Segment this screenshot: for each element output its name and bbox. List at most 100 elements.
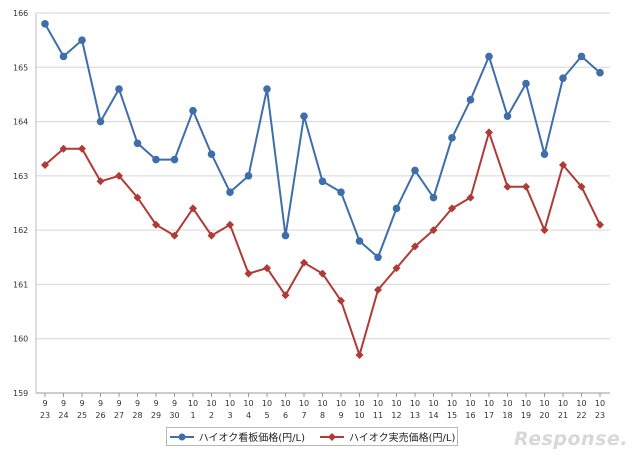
x-tick-label-day: 23 bbox=[595, 411, 605, 420]
legend-label-signboard-price: ハイオク看板価格(円/L) bbox=[198, 433, 305, 444]
point-actual-price-0 bbox=[41, 161, 49, 169]
point-actual-price-13 bbox=[281, 291, 290, 300]
x-tick-label-month: 10 bbox=[188, 399, 198, 408]
point-signboard-price-2 bbox=[78, 36, 86, 44]
series-line-0 bbox=[44, 23, 601, 259]
point-signboard-price-0 bbox=[41, 20, 49, 28]
gridlines bbox=[35, 12, 610, 394]
x-tick-label-month: 10 bbox=[391, 399, 401, 408]
legend-circle-marker-icon bbox=[169, 433, 194, 440]
x-tick-label-day: 28 bbox=[132, 411, 142, 420]
point-actual-price-22 bbox=[448, 204, 456, 213]
x-tick-label-day: 19 bbox=[521, 411, 531, 420]
x-tick-label-month: 10 bbox=[410, 399, 420, 408]
x-tick-label-day: 9 bbox=[338, 411, 343, 420]
x-tick-label-day: 23 bbox=[40, 411, 50, 420]
point-actual-price-3 bbox=[96, 177, 105, 186]
x-tick-label-day: 21 bbox=[558, 411, 568, 420]
point-actual-price-16 bbox=[337, 296, 345, 305]
x-tick-label-day: 5 bbox=[264, 411, 269, 420]
x-tick-label-month: 10 bbox=[539, 399, 549, 408]
point-actual-price-21 bbox=[429, 226, 438, 235]
point-actual-price-8 bbox=[189, 204, 197, 213]
point-signboard-price-3 bbox=[96, 117, 105, 126]
point-actual-price-7 bbox=[170, 231, 179, 240]
point-signboard-price-12 bbox=[263, 85, 271, 93]
x-tick-label-month: 9 bbox=[61, 399, 66, 408]
point-signboard-price-29 bbox=[577, 52, 586, 61]
point-signboard-price-15 bbox=[318, 177, 327, 186]
point-actual-price-4 bbox=[115, 171, 123, 180]
x-tick-label-month: 10 bbox=[373, 399, 383, 408]
x-tick-label-day: 13 bbox=[410, 411, 420, 420]
x-tick-label-month: 10 bbox=[262, 399, 272, 408]
point-signboard-price-4 bbox=[115, 85, 123, 93]
point-actual-price-2 bbox=[78, 144, 86, 153]
x-tick-label-month: 10 bbox=[354, 399, 364, 408]
point-signboard-price-10 bbox=[226, 188, 234, 196]
point-actual-price-9 bbox=[207, 231, 216, 240]
x-tick-label-day: 20 bbox=[539, 411, 549, 420]
x-tick-label-day: 8 bbox=[320, 411, 325, 420]
point-signboard-price-25 bbox=[503, 112, 512, 120]
point-actual-price-1 bbox=[59, 144, 68, 153]
x-tick-label-month: 10 bbox=[447, 399, 457, 408]
y-tick-label-161: 161 bbox=[13, 280, 28, 289]
x-tick-label-month: 9 bbox=[172, 399, 177, 408]
legend-item-actual-price: ハイオク実売価格(円/L) bbox=[319, 429, 455, 444]
point-signboard-price-18 bbox=[374, 253, 382, 262]
point-actual-price-29 bbox=[577, 182, 586, 191]
x-tick-label-day: 17 bbox=[484, 411, 494, 420]
x-tick-label-month: 10 bbox=[502, 399, 512, 408]
point-signboard-price-11 bbox=[244, 172, 253, 180]
legend: ハイオク看板価格(円/L) ハイオク実売価格(円/L) bbox=[166, 427, 458, 446]
point-actual-price-26 bbox=[522, 182, 530, 191]
x-tick-label-day: 1 bbox=[190, 411, 195, 420]
point-signboard-price-14 bbox=[300, 112, 308, 120]
point-signboard-price-19 bbox=[392, 204, 401, 213]
x-tick-label-day: 18 bbox=[502, 411, 512, 420]
series-line-1 bbox=[44, 131, 601, 356]
x-tick-label-month: 10 bbox=[558, 399, 568, 408]
point-signboard-price-13 bbox=[281, 231, 290, 240]
point-signboard-price-8 bbox=[189, 106, 197, 115]
point-actual-price-18 bbox=[374, 285, 382, 294]
y-tick-label-162: 162 bbox=[13, 226, 28, 235]
x-tick-label-day: 16 bbox=[465, 411, 475, 420]
x-tick-label-month: 10 bbox=[428, 399, 438, 408]
x-tick-label-month: 10 bbox=[243, 399, 253, 408]
x-tick-label-month: 10 bbox=[595, 399, 605, 408]
legend-item-signboard-price: ハイオク看板価格(円/L) bbox=[169, 429, 305, 444]
x-tick-label-day: 3 bbox=[227, 411, 232, 420]
x-tick-label-month: 10 bbox=[299, 399, 309, 408]
x-tick-label-day: 12 bbox=[391, 411, 401, 420]
point-signboard-price-7 bbox=[170, 155, 179, 164]
x-tick-label-day: 7 bbox=[301, 411, 306, 420]
point-signboard-price-5 bbox=[133, 139, 142, 148]
y-tick-label-164: 164 bbox=[13, 118, 28, 127]
y-tick-label-159: 159 bbox=[13, 389, 28, 398]
point-actual-price-12 bbox=[263, 264, 271, 273]
point-signboard-price-27 bbox=[540, 150, 549, 158]
point-actual-price-5 bbox=[133, 193, 142, 202]
x-tick-label-month: 10 bbox=[336, 399, 346, 408]
x-tick-label-month: 9 bbox=[79, 399, 84, 408]
point-signboard-price-23 bbox=[466, 96, 475, 104]
point-actual-price-24 bbox=[485, 128, 493, 137]
y-tick-label-160: 160 bbox=[13, 335, 28, 344]
y-tick-label-163: 163 bbox=[13, 172, 28, 181]
x-tick-label-month: 9 bbox=[116, 399, 121, 408]
point-signboard-price-28 bbox=[559, 74, 567, 82]
point-signboard-price-1 bbox=[59, 52, 68, 61]
legend-diamond-marker-icon bbox=[320, 432, 344, 441]
point-signboard-price-16 bbox=[337, 188, 345, 196]
y-axis: 159 160 161 162 163 164 165 166 bbox=[13, 9, 28, 398]
x-tick-label-day: 29 bbox=[151, 411, 161, 420]
x-tick-label-day: 2 bbox=[209, 411, 214, 420]
point-actual-price-23 bbox=[466, 193, 475, 202]
point-actual-price-17 bbox=[355, 351, 364, 359]
point-actual-price-30 bbox=[596, 220, 604, 229]
point-actual-price-25 bbox=[503, 182, 512, 191]
x-tick-label-month: 9 bbox=[135, 399, 140, 408]
